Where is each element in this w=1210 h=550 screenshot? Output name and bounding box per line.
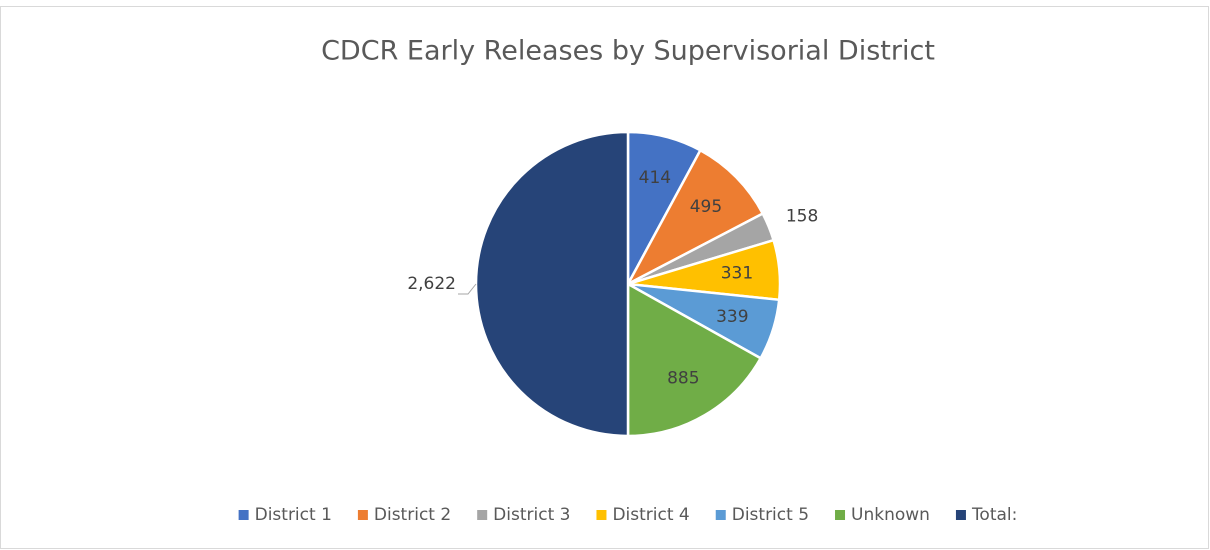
legend-label: District 2 [374,505,451,525]
data-label: 331 [721,264,753,284]
legend-marker [477,510,488,520]
legend-marker [835,510,846,520]
data-label: 339 [716,307,748,327]
legend-label: District 3 [493,505,570,525]
data-label: 495 [690,197,722,217]
leader-line [458,283,477,295]
legend-label: Unknown [851,505,930,525]
legend-label: District 4 [612,505,689,525]
data-label: 885 [667,368,699,388]
data-label: 158 [786,206,818,226]
legend-label: Total: [971,505,1017,525]
pie-slice [624,148,765,288]
legend-label: District 1 [255,505,332,525]
pie-slice [474,130,630,438]
legend-marker [955,510,966,520]
data-label: 414 [639,168,671,188]
legend-marker [596,510,607,520]
data-label: 2,622 [407,274,456,294]
legend-label: District 5 [732,505,809,525]
legend-marker [357,510,368,520]
legend-marker [715,510,726,520]
legend-marker [238,510,249,520]
chart-title: CDCR Early Releases by Supervisorial Dis… [321,36,935,67]
pie-slice [626,281,763,438]
